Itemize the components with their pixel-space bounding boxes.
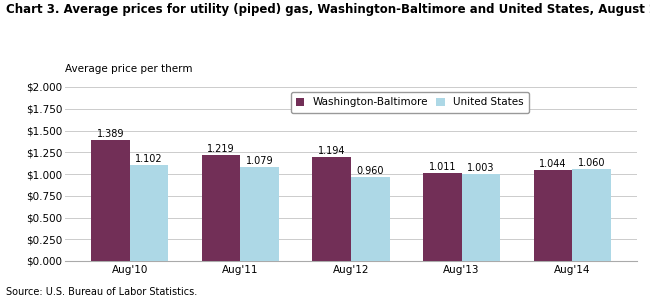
Text: 1.219: 1.219 [207, 144, 235, 154]
Text: 1.194: 1.194 [318, 146, 345, 156]
Bar [534, 170, 572, 261]
Text: 0.960: 0.960 [357, 167, 384, 176]
Bar [572, 169, 611, 261]
Text: 1.389: 1.389 [97, 129, 124, 139]
Legend: Washington-Baltimore, United States: Washington-Baltimore, United States [291, 92, 529, 112]
Bar [312, 157, 351, 261]
Text: 1.011: 1.011 [428, 162, 456, 172]
Bar [351, 178, 390, 261]
Text: 1.060: 1.060 [578, 158, 605, 168]
Text: Source: U.S. Bureau of Labor Statistics.: Source: U.S. Bureau of Labor Statistics. [6, 287, 198, 297]
Text: 1.044: 1.044 [539, 159, 567, 169]
Bar [240, 167, 279, 261]
Bar [130, 165, 168, 261]
Text: Average price per therm: Average price per therm [65, 64, 192, 74]
Bar [423, 173, 462, 261]
Bar [462, 174, 501, 261]
Bar [91, 140, 130, 261]
Text: 1.003: 1.003 [467, 163, 495, 173]
Text: Chart 3. Average prices for utility (piped) gas, Washington-Baltimore and United: Chart 3. Average prices for utility (pip… [6, 3, 650, 16]
Bar [202, 155, 240, 261]
Text: 1.079: 1.079 [246, 156, 274, 166]
Text: 1.102: 1.102 [135, 154, 163, 164]
